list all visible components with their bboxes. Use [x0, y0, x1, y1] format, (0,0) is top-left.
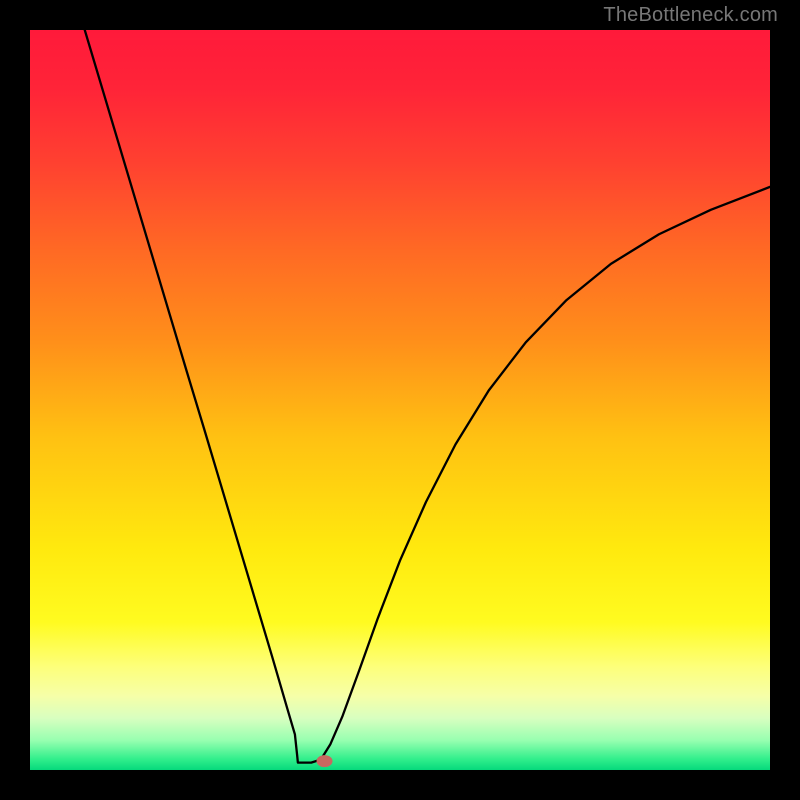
- watermark-label: TheBottleneck.com: [603, 4, 778, 27]
- optimal-marker: [317, 755, 333, 767]
- bottleneck-curve: [85, 30, 770, 763]
- plot-area: [30, 30, 770, 770]
- curve-layer: [30, 30, 770, 770]
